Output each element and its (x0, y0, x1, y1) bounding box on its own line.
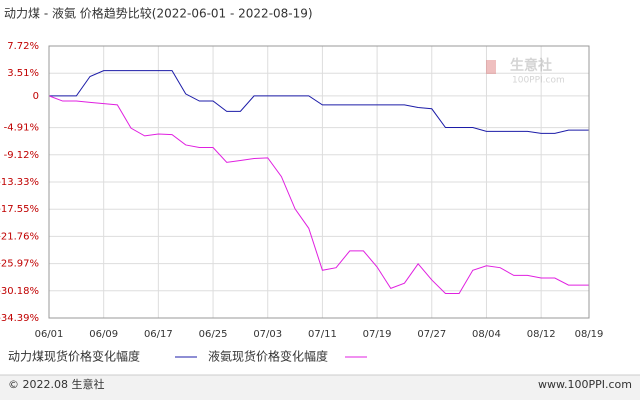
footer-bar (0, 375, 640, 400)
x-tick-label: 08/12 (527, 329, 556, 340)
y-tick-label: -25.97% (0, 259, 39, 270)
footer-left: © 2022.08 生意社 (8, 377, 104, 391)
watermark: 生意社 100PPI.com (486, 57, 565, 86)
x-tick-label: 07/19 (363, 329, 392, 340)
y-tick-label: -30.18% (0, 286, 39, 297)
x-tick-label: 08/04 (472, 329, 501, 340)
x-tick-label: 06/25 (199, 329, 228, 340)
x-tick-label: 07/27 (417, 329, 446, 340)
y-tick-label: 7.72% (7, 41, 39, 52)
x-tick-label: 07/11 (308, 329, 337, 340)
series-line (48, 95, 589, 295)
x-tick-label: 08/19 (575, 329, 604, 340)
chart-title: 动力煤 - 液氨 价格趋势比较(2022-06-01 - 2022-08-19) (4, 6, 313, 21)
y-tick-label: -13.33% (0, 177, 39, 188)
y-tick-label: -9.12% (4, 150, 39, 161)
y-tick-label: 3.51% (7, 68, 39, 79)
y-tick-label: -21.76% (0, 231, 39, 242)
x-tick-label: 06/09 (89, 329, 118, 340)
y-tick-label: -17.55% (0, 204, 39, 215)
x-tick-label: 06/01 (35, 329, 64, 340)
y-tick-label: -34.39% (0, 313, 39, 324)
y-tick-label: 0 (33, 91, 39, 102)
x-tick-label: 07/03 (253, 329, 282, 340)
watermark-site: 100PPI.com (512, 76, 565, 86)
logo (486, 60, 496, 74)
legend-label: 液氨现货价格变化幅度 (208, 349, 328, 364)
x-tick-label: 06/17 (144, 329, 173, 340)
series-line (49, 70, 589, 134)
y-tick-label: -4.91% (4, 123, 39, 134)
footer-right: www.100PPI.com (538, 378, 632, 391)
watermark-name: 生意社 (510, 57, 552, 74)
legend-label: 动力煤现货价格变化幅度 (8, 349, 140, 364)
plot-border (48, 45, 590, 319)
